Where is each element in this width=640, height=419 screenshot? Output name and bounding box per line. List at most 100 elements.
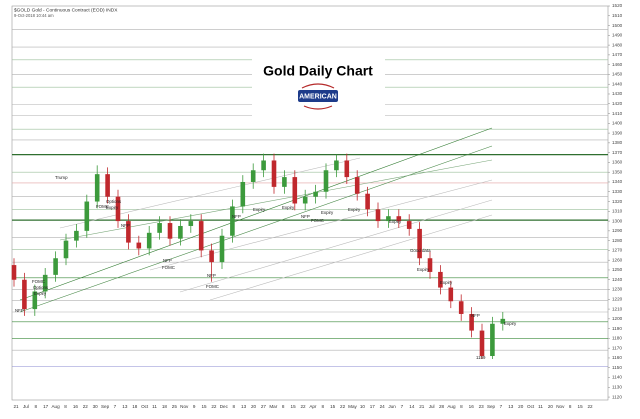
x-tick-label: 7 bbox=[114, 404, 117, 409]
y-tick-label: 1160 bbox=[612, 355, 622, 360]
candle-body bbox=[500, 318, 506, 324]
candle-body bbox=[219, 235, 225, 263]
trend-line bbox=[19, 145, 493, 313]
x-tick-label: Apr bbox=[309, 404, 317, 409]
x-tick-label: 15 bbox=[578, 404, 584, 409]
candle-body bbox=[334, 160, 339, 171]
x-tick-label: 28 bbox=[439, 404, 445, 409]
x-tick-label: 16 bbox=[469, 404, 475, 409]
y-tick-label: 1150 bbox=[612, 365, 622, 370]
annotation: FOMC bbox=[162, 265, 175, 270]
x-tick-label: 20 bbox=[518, 404, 524, 409]
annotation: NFP bbox=[121, 223, 130, 228]
annotation: Options bbox=[106, 199, 122, 204]
candle-body bbox=[11, 265, 17, 280]
candle-body bbox=[209, 250, 214, 263]
x-tick-label: 16 bbox=[73, 404, 79, 409]
y-tick-label: 1240 bbox=[612, 277, 623, 282]
candles bbox=[11, 153, 506, 359]
candle-body bbox=[438, 271, 443, 288]
y-tick-label: 1130 bbox=[612, 385, 622, 390]
x-tick-label: 30 bbox=[93, 404, 99, 409]
candle-body bbox=[63, 240, 69, 259]
y-tick-label: 1410 bbox=[612, 111, 623, 116]
x-tick-label: 17 bbox=[370, 404, 376, 409]
candle-body bbox=[271, 160, 277, 187]
y-tick-label: 1440 bbox=[612, 81, 623, 86]
candle-body bbox=[354, 177, 360, 194]
y-tick-label: 1460 bbox=[612, 62, 623, 67]
y-tick-label: 1280 bbox=[612, 238, 623, 243]
annotation: Expiry bbox=[106, 205, 119, 210]
x-tick-label: 8 bbox=[460, 404, 463, 409]
candle-body bbox=[178, 225, 183, 239]
x-tick-label: Sep bbox=[487, 404, 496, 409]
x-tick-label: Jul bbox=[23, 404, 29, 409]
y-tick-label: 1180 bbox=[612, 336, 622, 341]
y-tick-label: 1420 bbox=[612, 101, 623, 106]
y-tick-label: 1230 bbox=[612, 287, 623, 292]
candle-body bbox=[146, 232, 152, 249]
y-tick-label: 1320 bbox=[612, 199, 623, 204]
y-tick-label: 1120 bbox=[612, 394, 622, 399]
y-tick-label: 1400 bbox=[612, 121, 623, 126]
x-tick-label: 22 bbox=[340, 404, 346, 409]
annotation: NFP bbox=[232, 214, 241, 219]
candle-body bbox=[375, 209, 381, 222]
annotation: Expiry bbox=[417, 267, 430, 272]
y-tick-label: 1340 bbox=[612, 179, 623, 184]
plot-frame bbox=[11, 5, 609, 401]
subheader: 9-Oct-2018 10:44 am bbox=[14, 13, 54, 18]
candle-body bbox=[469, 313, 474, 331]
trend-line bbox=[59, 159, 493, 241]
x-tick-label: 25 bbox=[172, 404, 178, 409]
y-tick-label: 1510 bbox=[612, 13, 623, 18]
candle-body bbox=[282, 177, 287, 187]
x-tick-label: 13 bbox=[122, 404, 128, 409]
y-tick-label: 1450 bbox=[612, 72, 623, 77]
candle-body bbox=[136, 242, 142, 249]
x-tick-label: 7 bbox=[401, 404, 404, 409]
x-tick-label: Sep bbox=[101, 404, 110, 409]
candle-body bbox=[94, 174, 100, 202]
trend-line bbox=[19, 127, 493, 301]
candle-body bbox=[42, 274, 48, 292]
title-box bbox=[252, 48, 385, 126]
candle-body bbox=[396, 216, 402, 222]
x-tick-label: May bbox=[348, 404, 357, 409]
x-tick-label: 18 bbox=[132, 404, 138, 409]
candle-body bbox=[313, 191, 318, 197]
x-tick-label: 8 bbox=[322, 404, 325, 409]
candle-body bbox=[406, 221, 412, 229]
annotation: FOMC bbox=[32, 279, 45, 284]
candle-body bbox=[115, 196, 121, 222]
x-tick-label: Aug bbox=[51, 404, 60, 409]
candle-body bbox=[323, 170, 329, 192]
annotation: Expiry bbox=[253, 207, 266, 212]
x-tick-label: 22 bbox=[300, 404, 306, 409]
y-tick-label: 1500 bbox=[612, 23, 623, 28]
y-tick-label: 1370 bbox=[612, 150, 623, 155]
x-tick-label: 10 bbox=[360, 404, 366, 409]
x-tick-label: Nov bbox=[180, 404, 189, 409]
x-tick-label: Aug bbox=[447, 404, 456, 409]
candle-body bbox=[84, 201, 90, 231]
x-tick-label: 23 bbox=[479, 404, 485, 409]
annotation: NFP bbox=[163, 258, 172, 263]
x-tick-label: 8 bbox=[282, 404, 285, 409]
y-tick-label: 1250 bbox=[612, 267, 623, 272]
candle-body bbox=[74, 230, 79, 241]
candle-body bbox=[479, 330, 485, 357]
header: $GOLD Gold - Continuous Contract (EOD) I… bbox=[14, 7, 118, 13]
candle-body bbox=[344, 160, 350, 178]
candle-body bbox=[167, 223, 173, 239]
candle-body bbox=[417, 228, 422, 259]
annotation: Expiry bbox=[282, 205, 295, 210]
annotation: Expiry bbox=[348, 207, 361, 212]
x-tick-label: 8 bbox=[232, 404, 235, 409]
x-tick-label: 8 bbox=[569, 404, 572, 409]
annotation: Trump bbox=[55, 175, 68, 180]
candle-body bbox=[302, 196, 308, 204]
candle-body bbox=[292, 177, 298, 204]
